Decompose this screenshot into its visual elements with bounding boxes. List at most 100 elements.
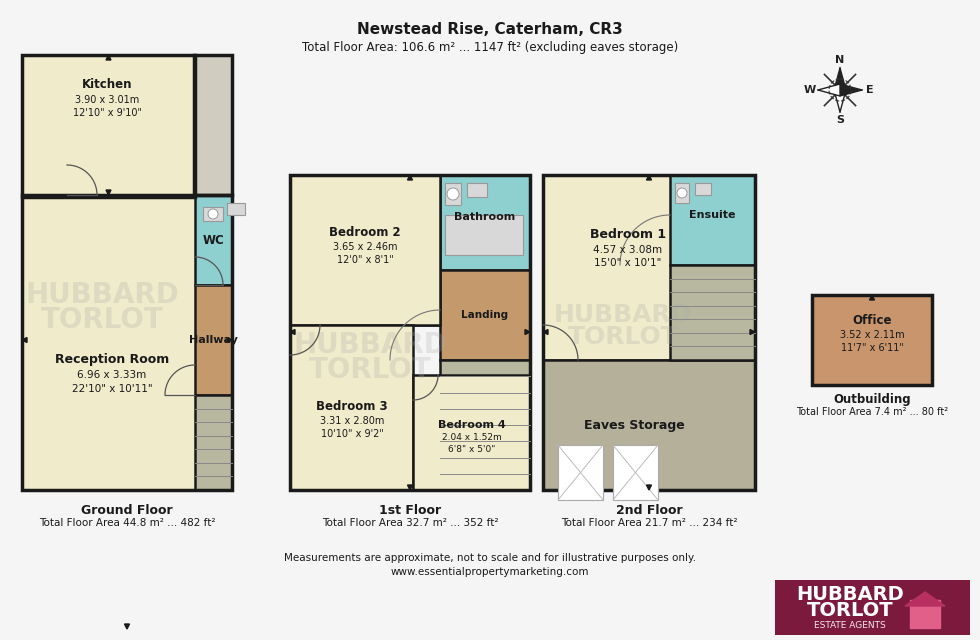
Polygon shape (910, 600, 940, 628)
Text: Kitchen: Kitchen (81, 79, 132, 92)
Circle shape (208, 209, 218, 219)
Text: 11'7" x 6'11": 11'7" x 6'11" (841, 343, 904, 353)
Polygon shape (408, 175, 413, 180)
Bar (670, 265, 755, 360)
Text: 6'8" x 5'0": 6'8" x 5'0" (448, 445, 495, 454)
Bar (440, 270, 530, 360)
Text: TORLOT: TORLOT (807, 602, 894, 621)
Text: 1st Floor: 1st Floor (379, 504, 441, 516)
Text: Ensuite: Ensuite (689, 210, 736, 220)
Bar (290, 175, 530, 490)
Bar (467, 183, 487, 197)
Polygon shape (818, 84, 840, 96)
Text: TORLOT: TORLOT (567, 325, 678, 349)
Bar (22, 55, 195, 197)
Text: 3.65 x 2.46m: 3.65 x 2.46m (333, 242, 397, 252)
Text: Bedroom 2: Bedroom 2 (329, 227, 401, 239)
Text: Newstead Rise, Caterham, CR3: Newstead Rise, Caterham, CR3 (357, 22, 623, 38)
Text: Outbuilding: Outbuilding (833, 392, 910, 406)
Bar (22, 55, 195, 195)
Bar (558, 445, 603, 500)
Bar (695, 183, 711, 195)
Text: Total Floor Area 44.8 m² ... 482 ft²: Total Floor Area 44.8 m² ... 482 ft² (39, 518, 216, 528)
Bar (194, 55, 232, 195)
Bar (675, 183, 689, 203)
Text: 3.31 x 2.80m: 3.31 x 2.80m (319, 416, 384, 426)
Bar (195, 55, 232, 195)
Text: www.essentialpropertymarketing.com: www.essentialpropertymarketing.com (391, 567, 589, 577)
Bar (22, 195, 232, 490)
Text: Total Floor Area 32.7 m² ... 352 ft²: Total Floor Area 32.7 m² ... 352 ft² (321, 518, 498, 528)
Polygon shape (750, 330, 755, 335)
Bar (22, 195, 232, 490)
Polygon shape (543, 330, 548, 335)
Text: 3.90 x 3.01m: 3.90 x 3.01m (74, 95, 139, 105)
Text: 3.52 x 2.11m: 3.52 x 2.11m (840, 330, 905, 340)
Bar (670, 175, 755, 265)
Bar (290, 175, 440, 325)
Circle shape (677, 188, 687, 198)
Polygon shape (525, 330, 530, 335)
Bar (290, 175, 440, 325)
Text: Bedroom 4: Bedroom 4 (438, 419, 506, 429)
Text: Office: Office (853, 314, 892, 326)
Text: 15'0" x 10'1": 15'0" x 10'1" (594, 258, 662, 268)
Polygon shape (290, 330, 295, 335)
Polygon shape (124, 624, 129, 629)
Text: Reception Room: Reception Room (55, 353, 170, 367)
Text: Hallway: Hallway (189, 335, 238, 345)
Text: ESTATE AGENTS: ESTATE AGENTS (814, 621, 886, 630)
Text: Eaves Storage: Eaves Storage (584, 419, 684, 431)
Text: HUBBARD: HUBBARD (554, 303, 692, 327)
Text: Total Floor Area: 106.6 m² ... 1147 ft² (excluding eaves storage): Total Floor Area: 106.6 m² ... 1147 ft² … (302, 42, 678, 54)
Polygon shape (22, 337, 27, 342)
Polygon shape (834, 68, 846, 90)
Text: HUBBARD: HUBBARD (796, 586, 904, 605)
Polygon shape (834, 90, 846, 112)
Bar (812, 295, 932, 385)
Text: Landing: Landing (462, 310, 509, 320)
Bar (413, 375, 530, 490)
Polygon shape (227, 337, 232, 342)
Text: Total Floor Area 7.4 m² ... 80 ft²: Total Floor Area 7.4 m² ... 80 ft² (796, 407, 948, 417)
Bar (543, 360, 755, 490)
Text: 22'10" x 10'11": 22'10" x 10'11" (72, 384, 152, 394)
Text: WC: WC (203, 234, 224, 246)
Bar (440, 175, 530, 270)
Polygon shape (408, 485, 413, 490)
Bar (812, 295, 932, 385)
Text: 12'0" x 8'1": 12'0" x 8'1" (336, 255, 393, 265)
Text: Bathroom: Bathroom (455, 212, 515, 223)
Text: TORLOT: TORLOT (309, 356, 431, 384)
Circle shape (447, 188, 459, 200)
Text: 2nd Floor: 2nd Floor (615, 504, 682, 516)
Text: 12'10" x 9'10": 12'10" x 9'10" (73, 108, 141, 118)
Bar (195, 285, 232, 395)
Polygon shape (106, 55, 111, 60)
Bar (775, 580, 970, 635)
Bar (195, 395, 232, 490)
Text: N: N (835, 55, 845, 65)
Polygon shape (840, 84, 862, 96)
Bar (543, 175, 755, 490)
Text: 10'10" x 9'2": 10'10" x 9'2" (320, 429, 383, 439)
Bar (290, 325, 413, 490)
Text: Bedroom 1: Bedroom 1 (590, 228, 666, 241)
Bar (445, 183, 461, 205)
Text: 6.96 x 3.33m: 6.96 x 3.33m (77, 370, 147, 380)
Text: Ground Floor: Ground Floor (81, 504, 172, 516)
Bar (440, 360, 530, 490)
Bar (203, 207, 223, 221)
Text: S: S (836, 115, 844, 125)
Text: TORLOT: TORLOT (40, 306, 164, 334)
Bar (613, 445, 658, 500)
Text: HUBBARD: HUBBARD (25, 281, 179, 309)
Text: HUBBARD: HUBBARD (293, 331, 447, 359)
Text: Measurements are approximate, not to scale and for illustrative purposes only.: Measurements are approximate, not to sca… (284, 553, 696, 563)
Polygon shape (647, 485, 652, 490)
Polygon shape (106, 190, 111, 195)
Polygon shape (869, 295, 874, 300)
Bar (445, 215, 523, 255)
Text: Bedroom 3: Bedroom 3 (317, 401, 388, 413)
Bar (543, 175, 755, 360)
